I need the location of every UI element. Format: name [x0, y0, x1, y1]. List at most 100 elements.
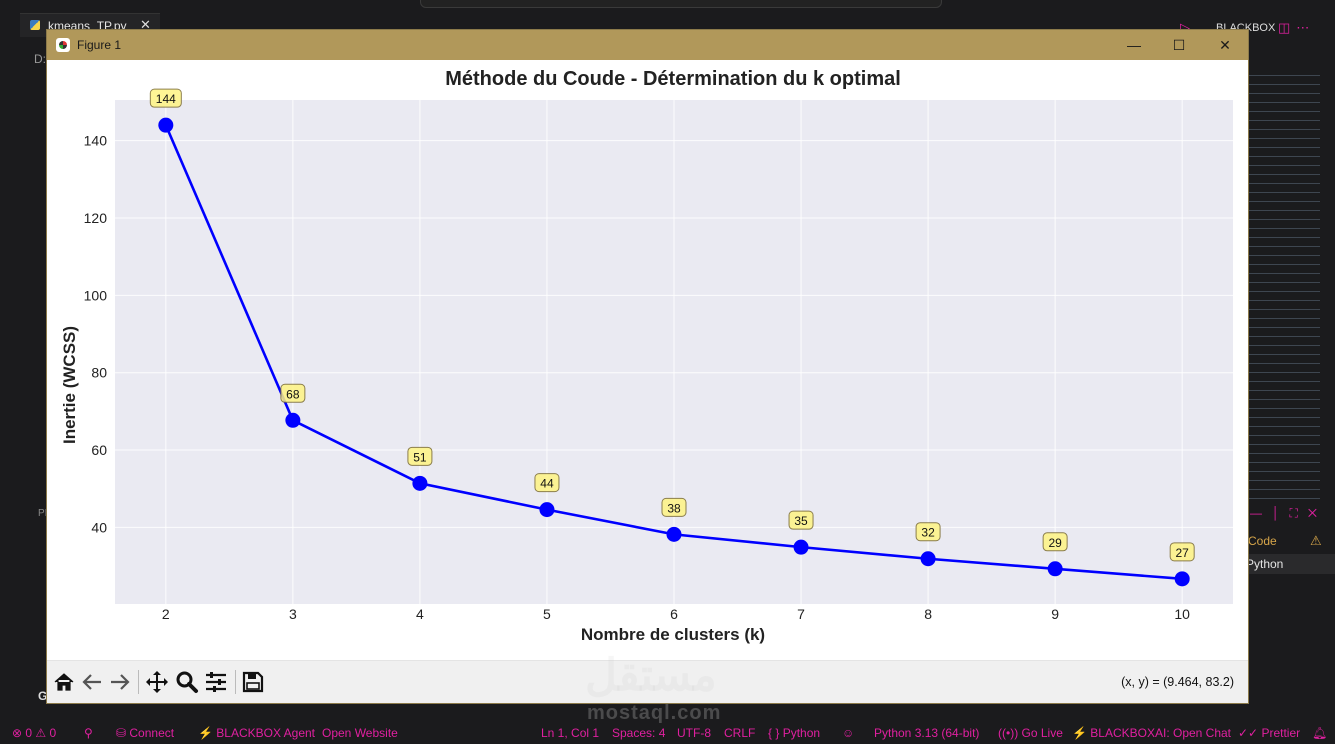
home-button[interactable] — [51, 669, 77, 695]
data-label: 35 — [794, 514, 808, 528]
x-tick-label: 2 — [162, 606, 170, 622]
connect-item[interactable]: ⛁ Connect — [116, 726, 175, 740]
data-label: 32 — [921, 526, 935, 540]
home-icon — [54, 673, 74, 691]
data-point — [412, 475, 428, 491]
minimize-button[interactable]: — — [1127, 37, 1141, 53]
minimap[interactable] — [1248, 70, 1320, 500]
toolbar-separator — [138, 670, 139, 694]
forward-arrow-icon — [111, 674, 130, 690]
data-points — [158, 117, 1190, 587]
matplotlib-icon — [56, 38, 70, 52]
floppy-disk-icon — [242, 671, 264, 693]
prettier-item[interactable]: ✓✓ Prettier — [1238, 726, 1301, 740]
data-label-box — [1042, 532, 1068, 552]
figure-window: Figure 1 — ☐ ✕ 40 60 80 100 120 140 2 3 4 5 6 7 8 9 1… — [47, 30, 1248, 703]
y-tick-label: 40 — [91, 519, 107, 535]
agent-item[interactable]: ⚡ BLACKBOX Agent — [198, 726, 316, 740]
warning-icon: ⚠ — [1310, 533, 1322, 548]
data-label: 68 — [286, 387, 300, 401]
command-search-box[interactable] — [420, 0, 942, 8]
data-point — [158, 117, 174, 133]
panel-python-label: Python — [1246, 557, 1284, 571]
x-tick-label: 3 — [289, 606, 297, 622]
data-point — [666, 526, 682, 542]
data-label-box — [1169, 542, 1195, 562]
cursor-coordinates: (x, y) = (9.464, 83.2) — [1121, 675, 1234, 689]
panel-action-icons[interactable]: —│⛶✕ — [1250, 506, 1328, 520]
data-label: 29 — [1048, 536, 1062, 550]
side-panel: —│⛶✕ Code ⚠ Python — [1246, 500, 1335, 580]
go-live-label: Go Live — [1021, 726, 1063, 740]
data-point — [793, 539, 809, 555]
tab-close-icon[interactable]: ✕ — [140, 17, 151, 32]
x-tick-label: 5 — [543, 606, 551, 622]
editor-tab-label: kmeans_TP.py — [48, 19, 127, 33]
open-website-item[interactable]: Open Website — [322, 726, 398, 740]
watermark-text: mostaql.com — [587, 702, 722, 724]
copilot-icon[interactable]: ☺ — [842, 726, 855, 740]
forward-button[interactable] — [107, 669, 133, 695]
panel-code-label: Code — [1248, 534, 1277, 548]
data-label: 51 — [413, 450, 427, 464]
cursor-position[interactable]: Ln 1, Col 1 — [541, 726, 600, 740]
data-point — [539, 502, 555, 518]
panel-python-row[interactable]: Python — [1246, 554, 1335, 574]
save-button[interactable] — [240, 669, 266, 695]
broadcast-icon[interactable]: ⚲ — [84, 726, 93, 740]
interpreter[interactable]: Python 3.13 (64-bit) — [874, 726, 980, 740]
maximize-button[interactable]: ☐ — [1172, 37, 1186, 53]
left-fragment-1: PI — [38, 508, 48, 519]
data-label-box — [407, 446, 433, 466]
path-fragment: D: — [34, 52, 46, 66]
error-count: 0 — [25, 726, 33, 740]
data-point — [1047, 561, 1063, 577]
chat-label: BLACKBOXAI: Open Chat — [1090, 726, 1232, 740]
y-tick-label: 80 — [91, 365, 107, 381]
subplots-button[interactable] — [203, 669, 229, 695]
data-labels: 144 68 51 44 38 35 32 29 27 — [149, 88, 1195, 562]
go-live-item[interactable]: ((•)) Go Live — [998, 726, 1063, 740]
x-tick-label: 6 — [670, 606, 678, 622]
language-mode[interactable]: { } Python — [768, 726, 821, 740]
data-label-box — [915, 522, 941, 542]
figure-canvas[interactable]: 40 60 80 100 120 140 2 3 4 5 6 7 8 9 10 144 68 51 44 38 35… — [47, 60, 1248, 660]
indentation[interactable]: Spaces: 4 — [612, 726, 666, 740]
zoom-button[interactable] — [174, 669, 200, 695]
back-arrow-icon — [82, 674, 101, 690]
warning-count: 0 — [49, 726, 57, 740]
notifications-icon[interactable]: 🔔︎ — [1312, 726, 1328, 740]
data-label-box — [788, 510, 814, 530]
data-label: 27 — [1176, 546, 1190, 560]
connect-label: Connect — [129, 726, 175, 740]
y-tick-label: 60 — [91, 442, 107, 458]
layout-icons[interactable]: ◫⋯ — [1278, 20, 1316, 35]
encoding[interactable]: UTF-8 — [677, 726, 711, 740]
close-button[interactable]: ✕ — [1219, 37, 1231, 53]
sliders-icon — [206, 672, 226, 692]
pan-button[interactable] — [144, 669, 170, 695]
data-point — [920, 551, 936, 567]
chart-title: Méthode du Coude - Détermination du k op… — [445, 68, 901, 90]
x-tick-label: 9 — [1051, 606, 1059, 622]
y-tick-label: 100 — [84, 287, 108, 303]
run-icon[interactable]: ▷ — [1180, 20, 1190, 35]
back-button[interactable] — [79, 669, 105, 695]
x-tick-label: 4 — [416, 606, 424, 622]
blackbox-chat-item[interactable]: ⚡ BLACKBOXAI: Open Chat — [1072, 726, 1232, 740]
prettier-label: Prettier — [1261, 726, 1301, 740]
activity-bar — [0, 36, 18, 722]
problems-indicator[interactable]: ⊗ 0 ⚠ 0 — [12, 726, 57, 740]
data-label-box — [149, 88, 182, 108]
data-label-box — [534, 473, 560, 493]
move-icon — [146, 671, 168, 693]
y-tick-label: 120 — [84, 210, 108, 226]
data-label: 144 — [156, 92, 176, 106]
python-file-icon — [30, 20, 40, 30]
toolbar-separator — [235, 670, 236, 694]
navigation-toolbar: (x, y) = (9.464, 83.2) — [47, 660, 1248, 703]
data-point — [1174, 571, 1190, 587]
figure-titlebar[interactable]: Figure 1 — ☐ ✕ — [47, 30, 1248, 60]
status-bar: ⊗ 0 ⚠ 0 ⚲ ⛁ Connect ⚡ BLACKBOX Agent Ope… — [0, 722, 1335, 744]
line-ending[interactable]: CRLF — [724, 726, 756, 740]
